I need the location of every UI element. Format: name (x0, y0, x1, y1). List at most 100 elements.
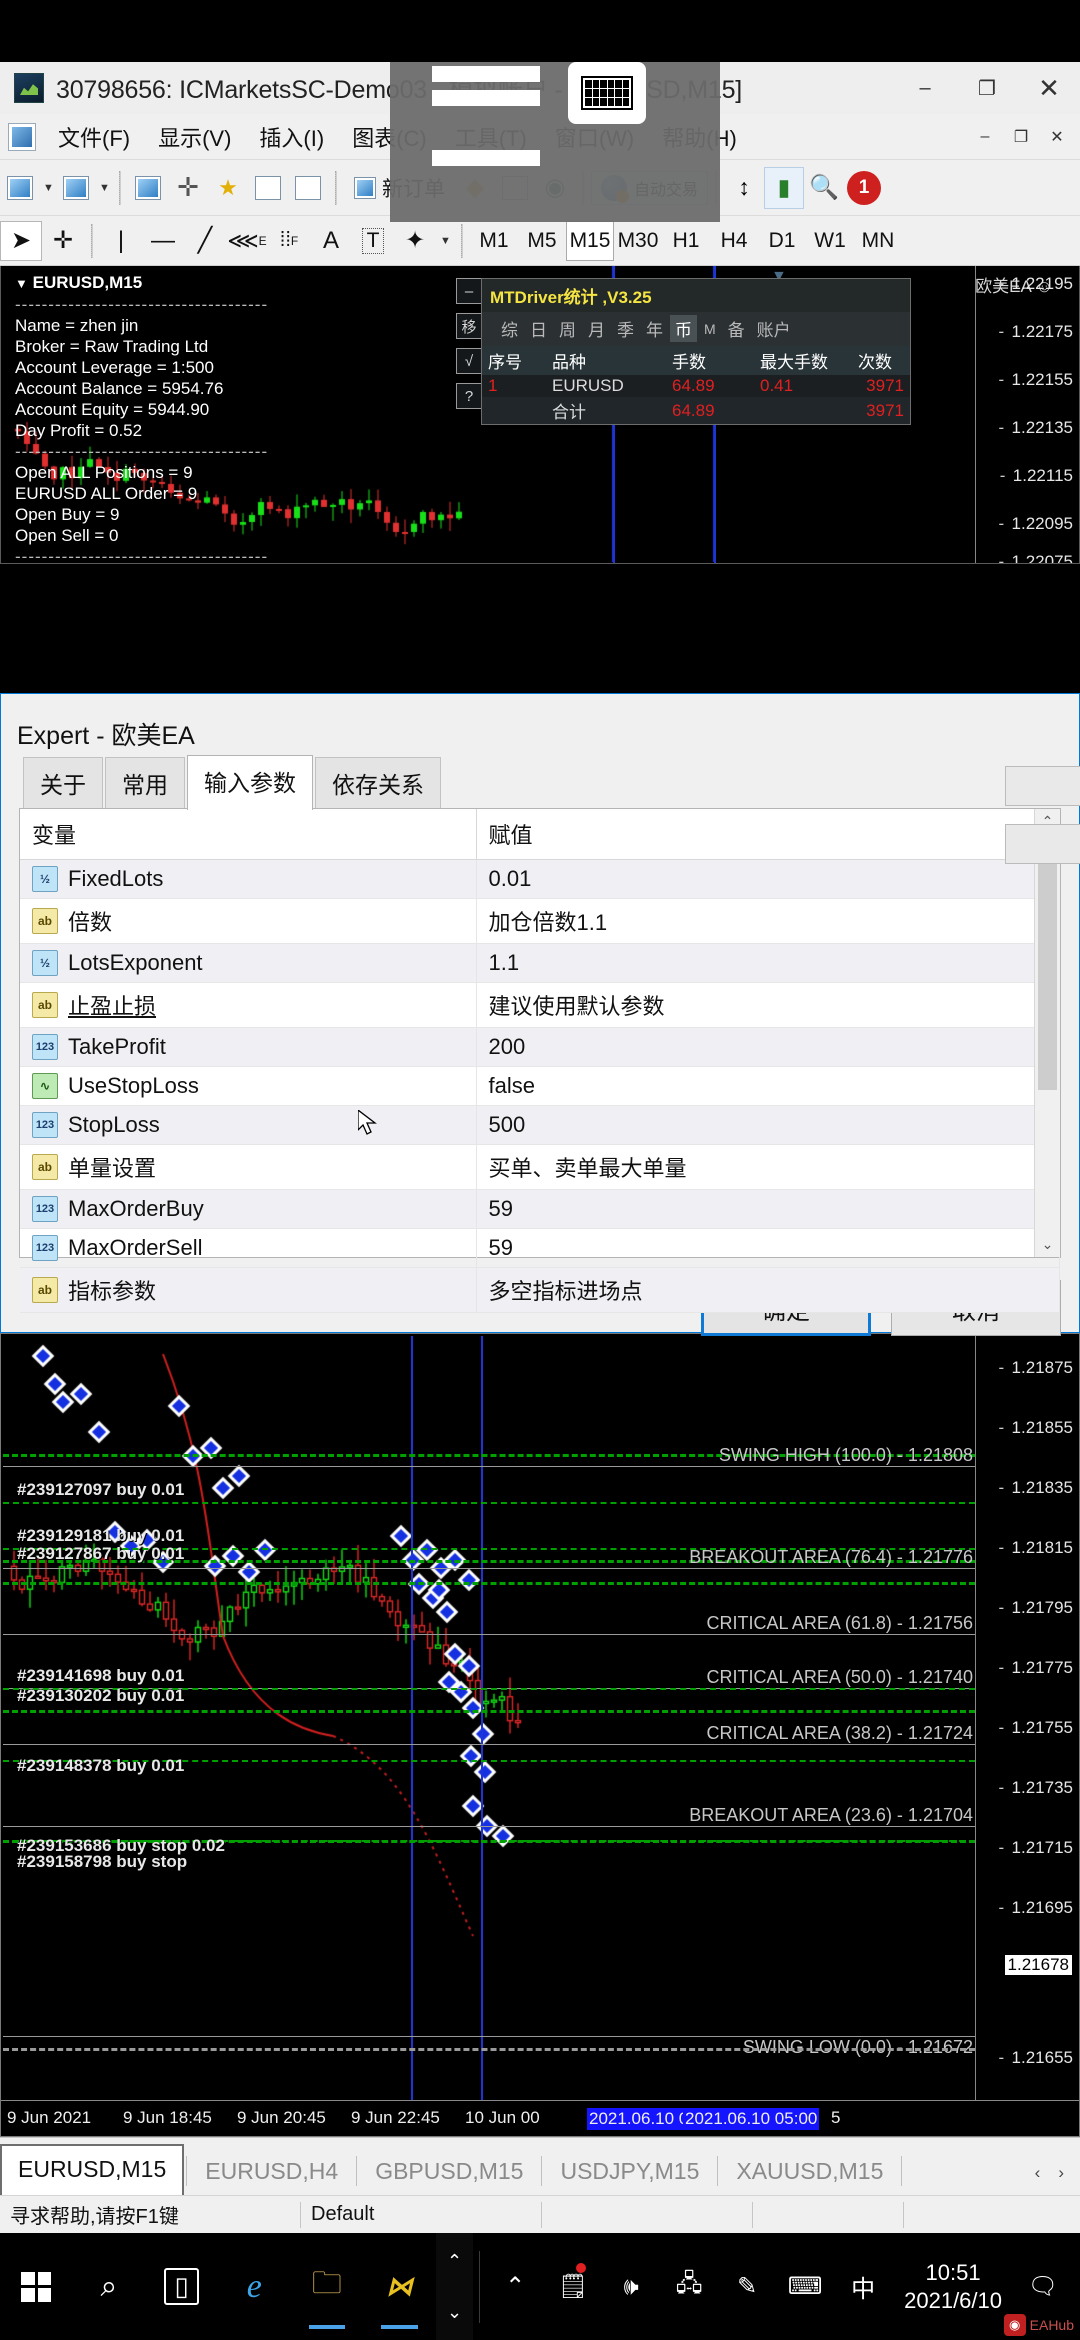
signals-icon[interactable]: ◉ (544, 174, 566, 201)
text-icon[interactable]: A (322, 226, 339, 254)
table-row[interactable]: ab 倍数 加仓倍数1.1 (20, 898, 1060, 944)
cell-value[interactable]: 0.01 (476, 859, 1060, 899)
cell-value[interactable]: 买单、卖单最大单量 (476, 1144, 1060, 1190)
alert-icon[interactable]: 1 (844, 167, 884, 209)
parameters-table[interactable]: 变量 赋值 ½ FixedLots 0.01 ab 倍数 加仓倍数1.1 ½ LotsExpo… (20, 809, 1060, 1313)
timeframe-h4[interactable]: H4 (720, 228, 748, 252)
internet-explorer-icon[interactable]: e (246, 2267, 262, 2305)
table-row[interactable]: ½ FixedLots 0.01 (20, 859, 1060, 899)
timeframe-m15[interactable]: M15 (566, 220, 614, 261)
mtdriver-move-button[interactable]: 移 (456, 313, 482, 339)
metatrader-icon[interactable]: ⋈ (363, 2233, 436, 2340)
price-scale-lower[interactable]: 1.21875 1.21855 1.21835 1.21815 1.21795 … (975, 1334, 1079, 2136)
minimize-button[interactable]: – (919, 76, 931, 99)
new-chart-dropdown[interactable]: ▼ (43, 181, 54, 194)
scrollbar-thumb[interactable] (1038, 835, 1057, 1090)
new-chart-icon[interactable]: + (0, 167, 40, 209)
bar-chart-icon[interactable]: ↕ (738, 174, 750, 200)
table-row[interactable]: 123 MaxOrderBuy 59 (20, 1189, 1060, 1229)
chevron-up-icon[interactable]: ⌃ (505, 2273, 526, 2300)
fibonacci-icon[interactable]: ⋘ E (227, 227, 267, 253)
menu-item-insert[interactable]: 插入(I) (259, 125, 325, 151)
maximize-button[interactable]: ❐ (978, 77, 996, 100)
profiles-dropdown[interactable]: ▼ (99, 181, 110, 194)
chart-tab-eurusd-h4[interactable]: EURUSD,H4 (205, 2158, 339, 2184)
cell-value[interactable]: 加仓倍数1.1 (476, 898, 1060, 944)
mtdriver-tab-day[interactable]: 日 (530, 321, 547, 340)
equidistant-channel-icon[interactable]: ⁞⁞ F (279, 229, 299, 251)
zoom-icon[interactable]: 🔍 (809, 174, 839, 201)
vertical-line-icon[interactable]: | (117, 226, 125, 254)
taskbar-clock[interactable]: 10:51 2021/6/10 (892, 2259, 1014, 2315)
hidden-panel-button-1[interactable] (1005, 766, 1080, 806)
chart-tab-gbpusd-m15[interactable]: GBPUSD,M15 (375, 2158, 524, 2184)
keyboard-icon[interactable] (568, 62, 646, 124)
timeframe-m1[interactable]: M1 (479, 228, 509, 252)
chart-tab-xauusd-m15[interactable]: XAUUSD,M15 (736, 2158, 884, 2184)
mtdriver-tab-comment[interactable]: 备 (727, 321, 745, 340)
taskbar-scroll-controls[interactable]: ⌃ ⌄ (435, 2233, 474, 2340)
file-explorer-icon[interactable]: 🗀 (291, 2233, 364, 2340)
pen-icon[interactable]: ✎ (737, 2273, 758, 2300)
cell-value[interactable]: false (476, 1066, 1060, 1106)
candle-chart-icon[interactable]: ▮ (764, 166, 805, 209)
crosshair-icon[interactable]: ✛ (177, 172, 199, 202)
cell-value[interactable]: 59 (476, 1228, 1060, 1268)
price-scale-upper[interactable]: 1.22195 1.22175 1.22155 1.22135 1.22115 … (975, 266, 1079, 563)
cell-value[interactable]: 多空指标进场点 (476, 1267, 1060, 1313)
mtdriver-tab-quarter[interactable]: 季 (617, 321, 634, 340)
tab-nav-prev[interactable]: ‹ (1034, 2163, 1041, 2182)
templates-icon[interactable]: ★ (218, 174, 238, 200)
chart-tab-usdjpy-m15[interactable]: USDJPY,M15 (560, 2158, 700, 2184)
chart-upper-region[interactable]: ▼ EURUSD,M15 ---------------------------… (0, 266, 1080, 564)
cell-value[interactable]: 59 (476, 1189, 1060, 1229)
menu-item-help[interactable]: 帮助(H) (662, 125, 737, 151)
horizontal-line-icon[interactable]: — (151, 226, 175, 254)
scroll-down-arrow[interactable]: ⌄ (1041, 1236, 1054, 1252)
shapes-dropdown-icon[interactable]: ▼ (440, 234, 451, 247)
close-button[interactable]: ✕ (1038, 72, 1060, 103)
menu-item-charts[interactable]: 图表(C) (352, 125, 427, 151)
mdi-restore-button[interactable]: ❐ (1013, 128, 1029, 146)
tab-inputs[interactable]: 输入参数 (187, 755, 313, 810)
scroll-up-arrow[interactable]: ⌃ (1041, 813, 1054, 829)
timeframe-m5[interactable]: M5 (527, 228, 557, 252)
keyboard-icon[interactable]: ⌨ (787, 2273, 823, 2300)
hidden-panel-button-2[interactable] (1005, 824, 1080, 864)
shapes-icon[interactable]: ✦ (404, 227, 426, 254)
cell-value[interactable]: 1.1 (476, 943, 1060, 983)
mdi-minimize-button[interactable]: – (980, 127, 990, 145)
table-row[interactable]: 123 TakeProfit 200 (20, 1027, 1060, 1067)
action-center-icon[interactable]: 🗨 (1027, 2273, 1059, 2300)
chart-lower-region[interactable]: SWING HIGH (100.0) - 1.21808 BREAKOUT AR… (0, 1333, 1080, 2137)
timeframe-mn[interactable]: MN (861, 228, 895, 252)
mtdriver-check-button[interactable]: √ (456, 348, 482, 374)
cell-value[interactable]: 建议使用默认参数 (476, 982, 1060, 1028)
table-row[interactable]: ab 指标参数 多空指标进场点 (20, 1267, 1060, 1313)
text-label-icon[interactable]: T (352, 221, 394, 261)
network-icon[interactable]: 🖧 (675, 2270, 703, 2297)
profiles-icon[interactable] (56, 167, 96, 209)
expert-advisor-icon[interactable]: ◆ (465, 174, 485, 201)
task-view-icon[interactable]: ▯ (145, 2233, 218, 2340)
table-row[interactable]: 123 StopLoss 500 (20, 1105, 1060, 1145)
table-row[interactable]: ab 单量设置 买单、卖单最大单量 (20, 1144, 1060, 1190)
tab-nav-next[interactable]: › (1058, 2163, 1064, 2182)
mtdriver-help-button[interactable]: ? (456, 383, 482, 409)
new-order-button[interactable]: + 新订单 (344, 167, 455, 209)
table-row[interactable]: 123 MaxOrderSell 59 (20, 1228, 1060, 1268)
mtdriver-tab-currency[interactable]: 币 (670, 315, 697, 342)
mtdriver-tab-month[interactable]: 月 (588, 321, 605, 340)
cell-value[interactable]: 200 (476, 1027, 1060, 1067)
menu-item-file[interactable]: 文件(F) (58, 125, 131, 151)
table-row[interactable]: ∿ UseStopLoss false (20, 1066, 1060, 1106)
cursor-icon[interactable]: ➤ (0, 220, 42, 261)
chart-tab-eurusd-m15[interactable]: EURUSD,M15 (0, 2144, 185, 2195)
timeframe-d1[interactable]: D1 (768, 228, 796, 252)
crosshair-tool-icon[interactable]: ✛ (52, 227, 74, 254)
mtdriver-tab-week[interactable]: 周 (559, 321, 576, 340)
windows-start-icon[interactable] (0, 2233, 73, 2340)
data-window-icon[interactable] (248, 167, 288, 209)
mtdriver-minimize-button[interactable]: – (456, 278, 482, 304)
timeframe-h1[interactable]: H1 (672, 228, 700, 252)
